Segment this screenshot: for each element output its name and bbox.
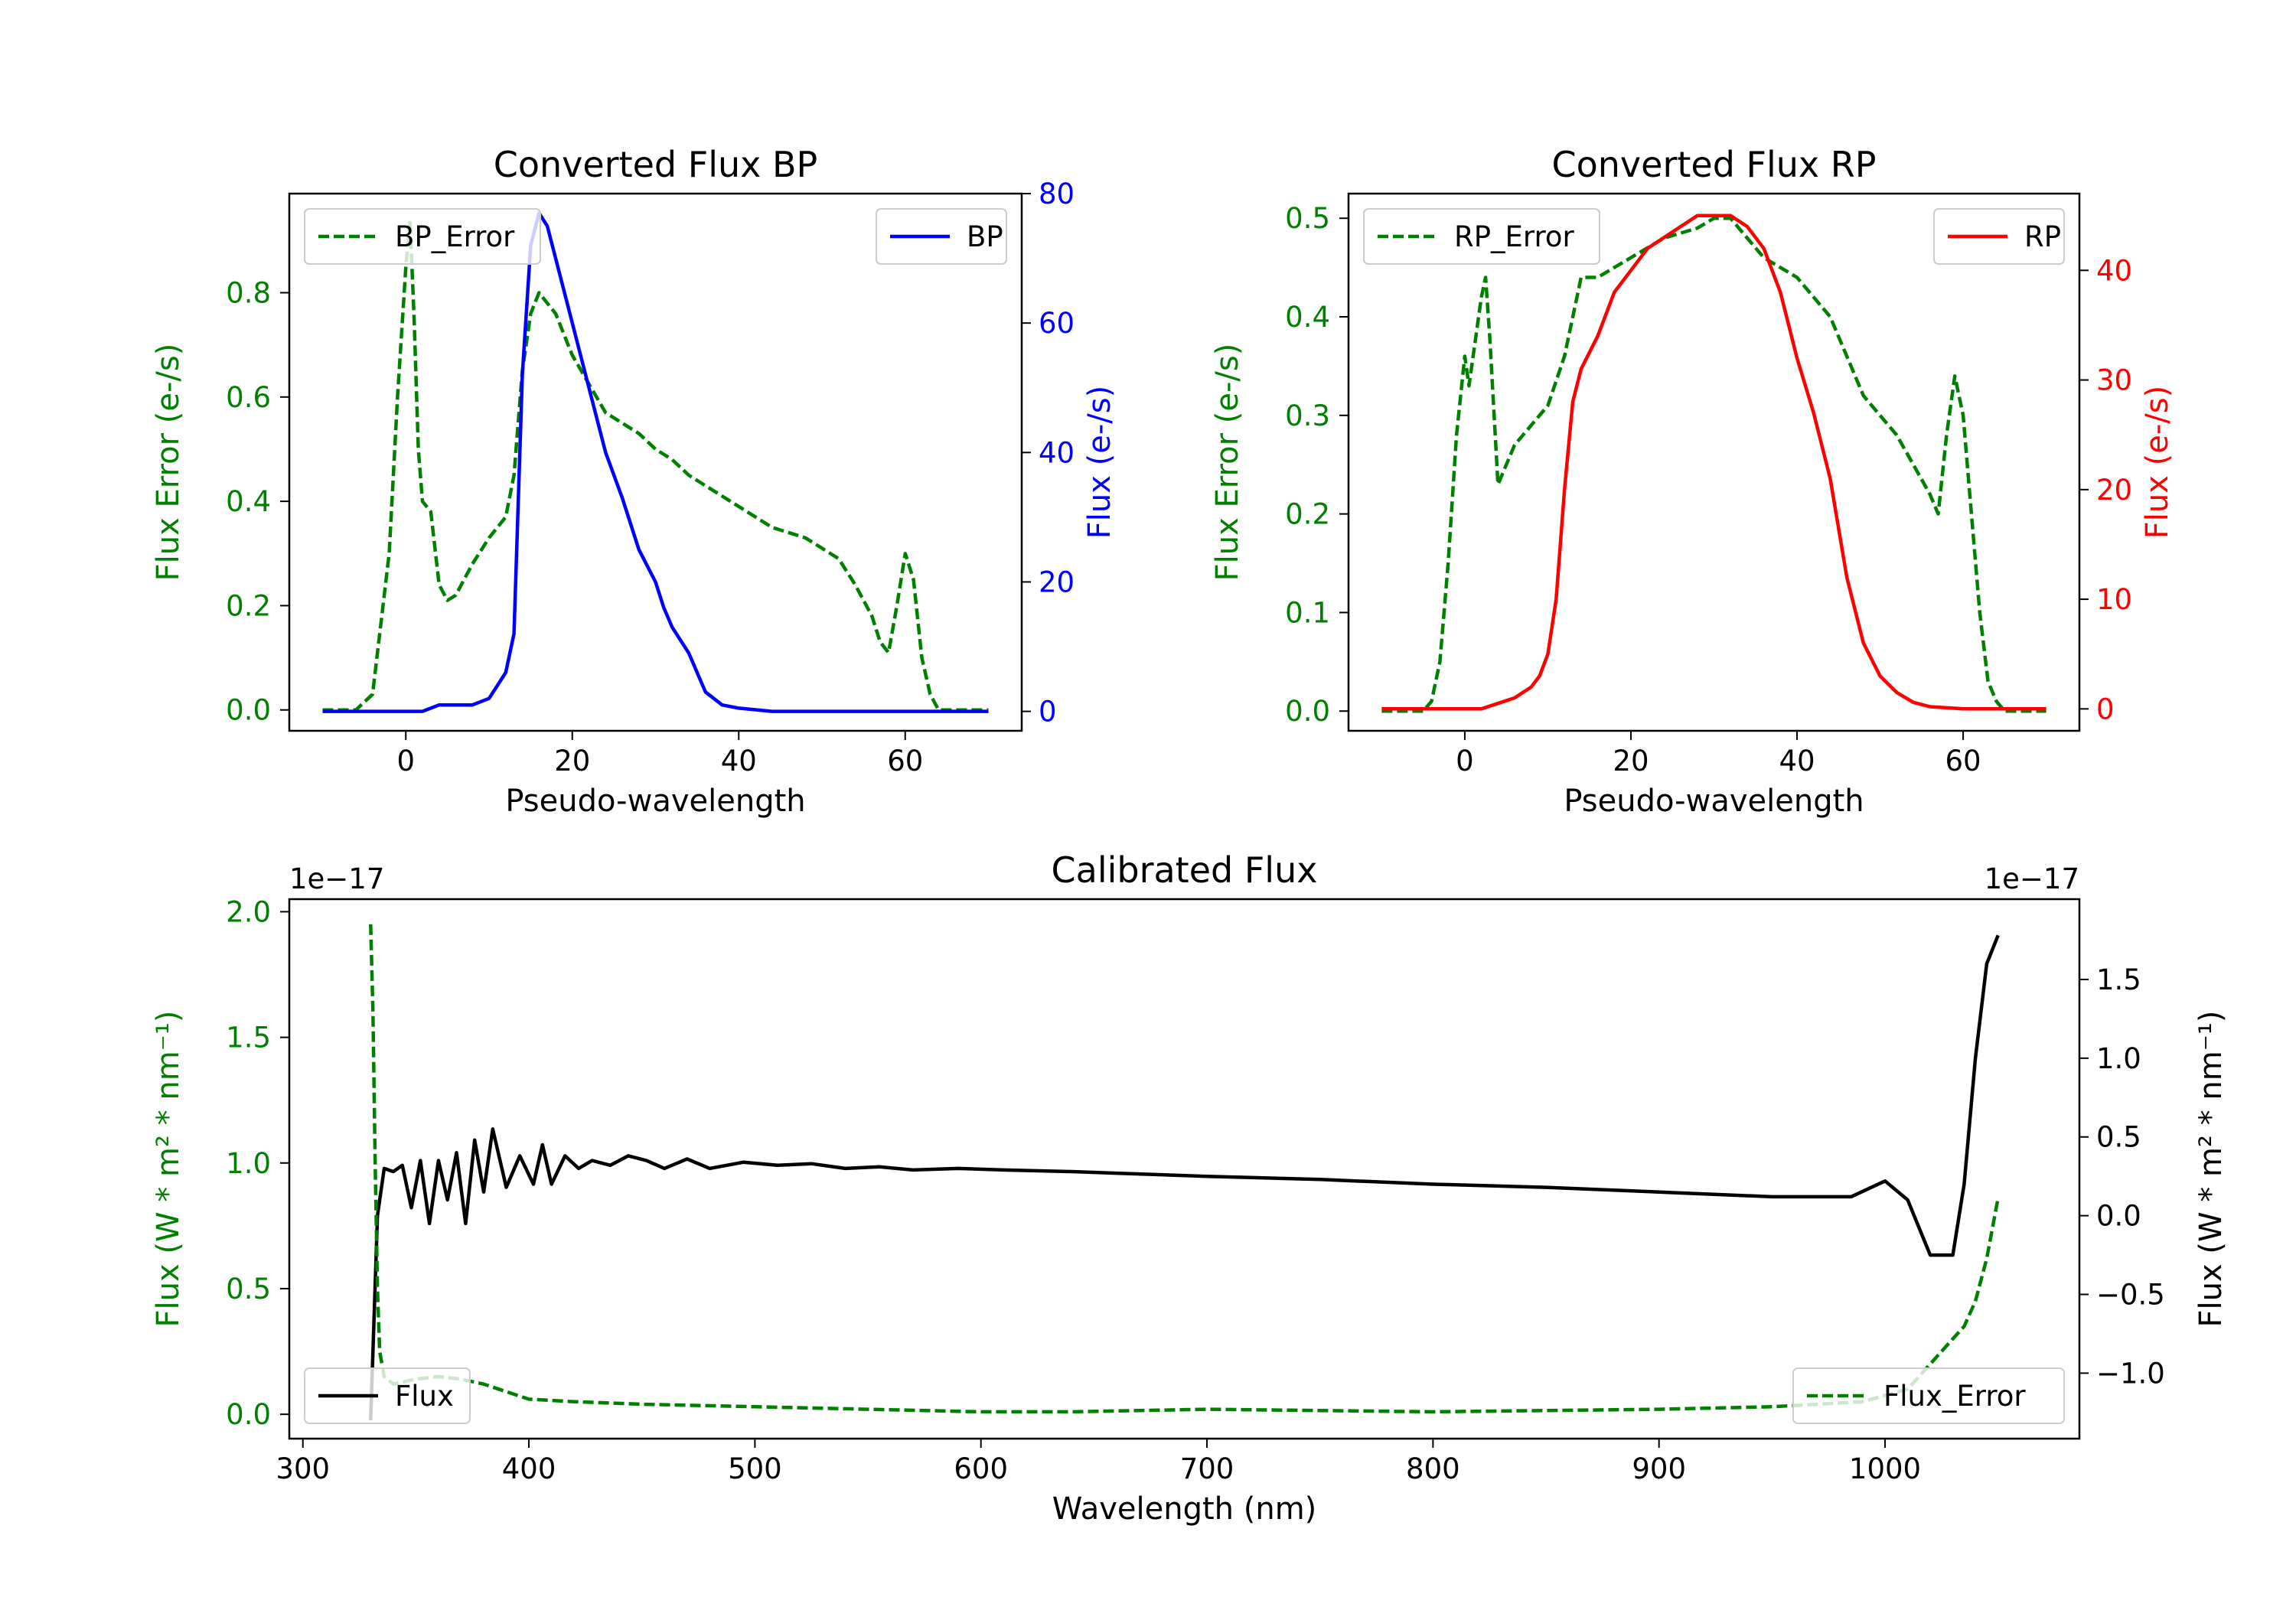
right-y-tick-label: −1.0: [2096, 1357, 2165, 1390]
right-y-tick-label: 1.0: [2096, 1042, 2141, 1075]
left-y-axis-label: Flux Error (e-/s): [151, 344, 186, 582]
x-tick-label: 1000: [1849, 1452, 1921, 1485]
x-tick-label: 60: [1945, 745, 1981, 777]
plot-frame: [288, 192, 1023, 732]
right-y-tick-label: 0.0: [2096, 1200, 2141, 1233]
x-tick-label: 0: [1456, 745, 1474, 777]
left-y-tick-label: 0.2: [1285, 498, 1330, 531]
left-y-tick-label: 0.0: [226, 694, 271, 727]
x-tick-label: 0: [396, 745, 415, 777]
x-tick-label: 20: [554, 745, 590, 777]
legend-bp-error: BP_Error: [304, 208, 541, 265]
left-y-tick-label: 0.6: [226, 381, 271, 414]
right-y-tick-label: 20: [1039, 566, 1075, 598]
right-y-tick-label: 30: [2096, 364, 2132, 397]
left-y-tick-label: 0.4: [1285, 301, 1330, 334]
left-y-tick-label: 0.2: [226, 589, 271, 622]
rp-line: [1381, 214, 2047, 711]
chart-2: Converted Flux RP 0 20 40 60 Pseudo-wavelengt…: [1210, 144, 2175, 819]
legend-box: [1363, 208, 1600, 265]
left-y-tick-label: 0.3: [1285, 399, 1330, 432]
x-tick-label: 40: [1779, 745, 1815, 777]
legend-label: RP: [2024, 220, 2061, 253]
legend-label: Flux: [395, 1380, 454, 1413]
right-y-tick-label: 40: [1039, 436, 1075, 469]
left-y-tick-label: 0.1: [1285, 596, 1330, 629]
x-tick-label: 400: [502, 1452, 556, 1485]
left-y-tick-label: 0.8: [226, 276, 271, 309]
x-tick-label: 40: [721, 745, 757, 777]
left-y-tick-label: 0.4: [226, 485, 271, 518]
legend-label: BP: [967, 220, 1003, 253]
right-y-tick-label: 0.5: [2096, 1121, 2141, 1154]
x-tick-label: 700: [1180, 1452, 1234, 1485]
left-y-tick-label: 1.5: [226, 1022, 271, 1054]
left-y-tick-label: 0.5: [226, 1273, 271, 1305]
legend-label: BP_Error: [395, 220, 515, 253]
right-y-tick-label: 1.5: [2096, 963, 2141, 996]
legend-rp-error: RP_Error: [1363, 208, 1600, 265]
legend-box: [304, 1367, 471, 1424]
flux-line: [369, 934, 2000, 1421]
bp-line: [322, 211, 989, 713]
x-tick-label: 20: [1613, 745, 1649, 777]
right-y-tick-label: 80: [1039, 178, 1075, 210]
plot-frame: [1347, 192, 2081, 732]
left-y-axis-label: Flux Error (e-/s): [1210, 344, 1245, 582]
x-tick-label: 500: [728, 1452, 782, 1485]
right-y-tick-label: 60: [1039, 307, 1075, 340]
right-y-axis-label: Flux (W * m² * nm⁻¹): [2193, 1011, 2229, 1328]
x-axis-label: Wavelength (nm): [1052, 1491, 1317, 1527]
legend-box: [1792, 1367, 2065, 1424]
chart-title: Converted Flux BP: [494, 144, 818, 185]
legend-bp: BP: [876, 208, 1007, 265]
x-tick-label: 800: [1406, 1452, 1460, 1485]
right-y-tick-label: 20: [2096, 474, 2132, 507]
left-y-tick-label: 2.0: [226, 895, 271, 928]
right-y-tick-label: 10: [2096, 583, 2132, 616]
right-y-axis-label: Flux (e-/s): [2140, 386, 2175, 539]
flux-error-line: [369, 924, 2000, 1414]
right-y-tick-label: −0.5: [2096, 1279, 2165, 1312]
legend-label: Flux_Error: [1883, 1380, 2026, 1413]
left-y-tick-label: 0.0: [226, 1398, 271, 1431]
legend-box: [304, 208, 541, 265]
left-y-tick-label: 0.5: [1285, 202, 1330, 235]
right-y-axis-label: Flux (e-/s): [1082, 386, 1117, 539]
right-y-tick-label: 40: [2096, 254, 2132, 287]
x-axis-label: Pseudo-wavelength: [1564, 784, 1864, 819]
right-y-tick-label: 0: [2096, 693, 2115, 725]
x-tick-label: 900: [1632, 1452, 1686, 1485]
chart-title: Converted Flux RP: [1552, 144, 1877, 185]
left-y-tick-label: 1.0: [226, 1147, 271, 1180]
bp-error-line: [322, 217, 989, 712]
x-tick-label: 600: [954, 1452, 1008, 1485]
legend-rp: RP: [1933, 208, 2065, 265]
chart-1: Converted Flux BP 0 20 40 60 Pseudo-wavelengt…: [151, 144, 1117, 819]
x-tick-label: 300: [276, 1452, 330, 1485]
right-y-tick-label: 0: [1039, 696, 1057, 729]
legend-flux: Flux: [304, 1367, 471, 1424]
legend-flux-error: Flux_Error: [1792, 1367, 2065, 1424]
chart-title: Calibrated Flux: [1052, 849, 1318, 891]
left-y-tick-label: 0.0: [1285, 695, 1330, 728]
x-axis-label: Pseudo-wavelength: [505, 784, 805, 819]
right-offset-text: 1e−17: [1985, 862, 2079, 895]
chart-3: Calibrated Flux 300 400 500 600 700 800 900 1000…: [151, 849, 2229, 1527]
left-y-axis-label: Flux (W * m² * nm⁻¹): [151, 1011, 186, 1328]
plot-frame: [288, 898, 2081, 1440]
left-offset-text: 1e−17: [289, 862, 384, 895]
x-tick-label: 60: [887, 745, 923, 777]
rp-error-line: [1381, 216, 2047, 713]
legend-label: RP_Error: [1454, 220, 1574, 253]
